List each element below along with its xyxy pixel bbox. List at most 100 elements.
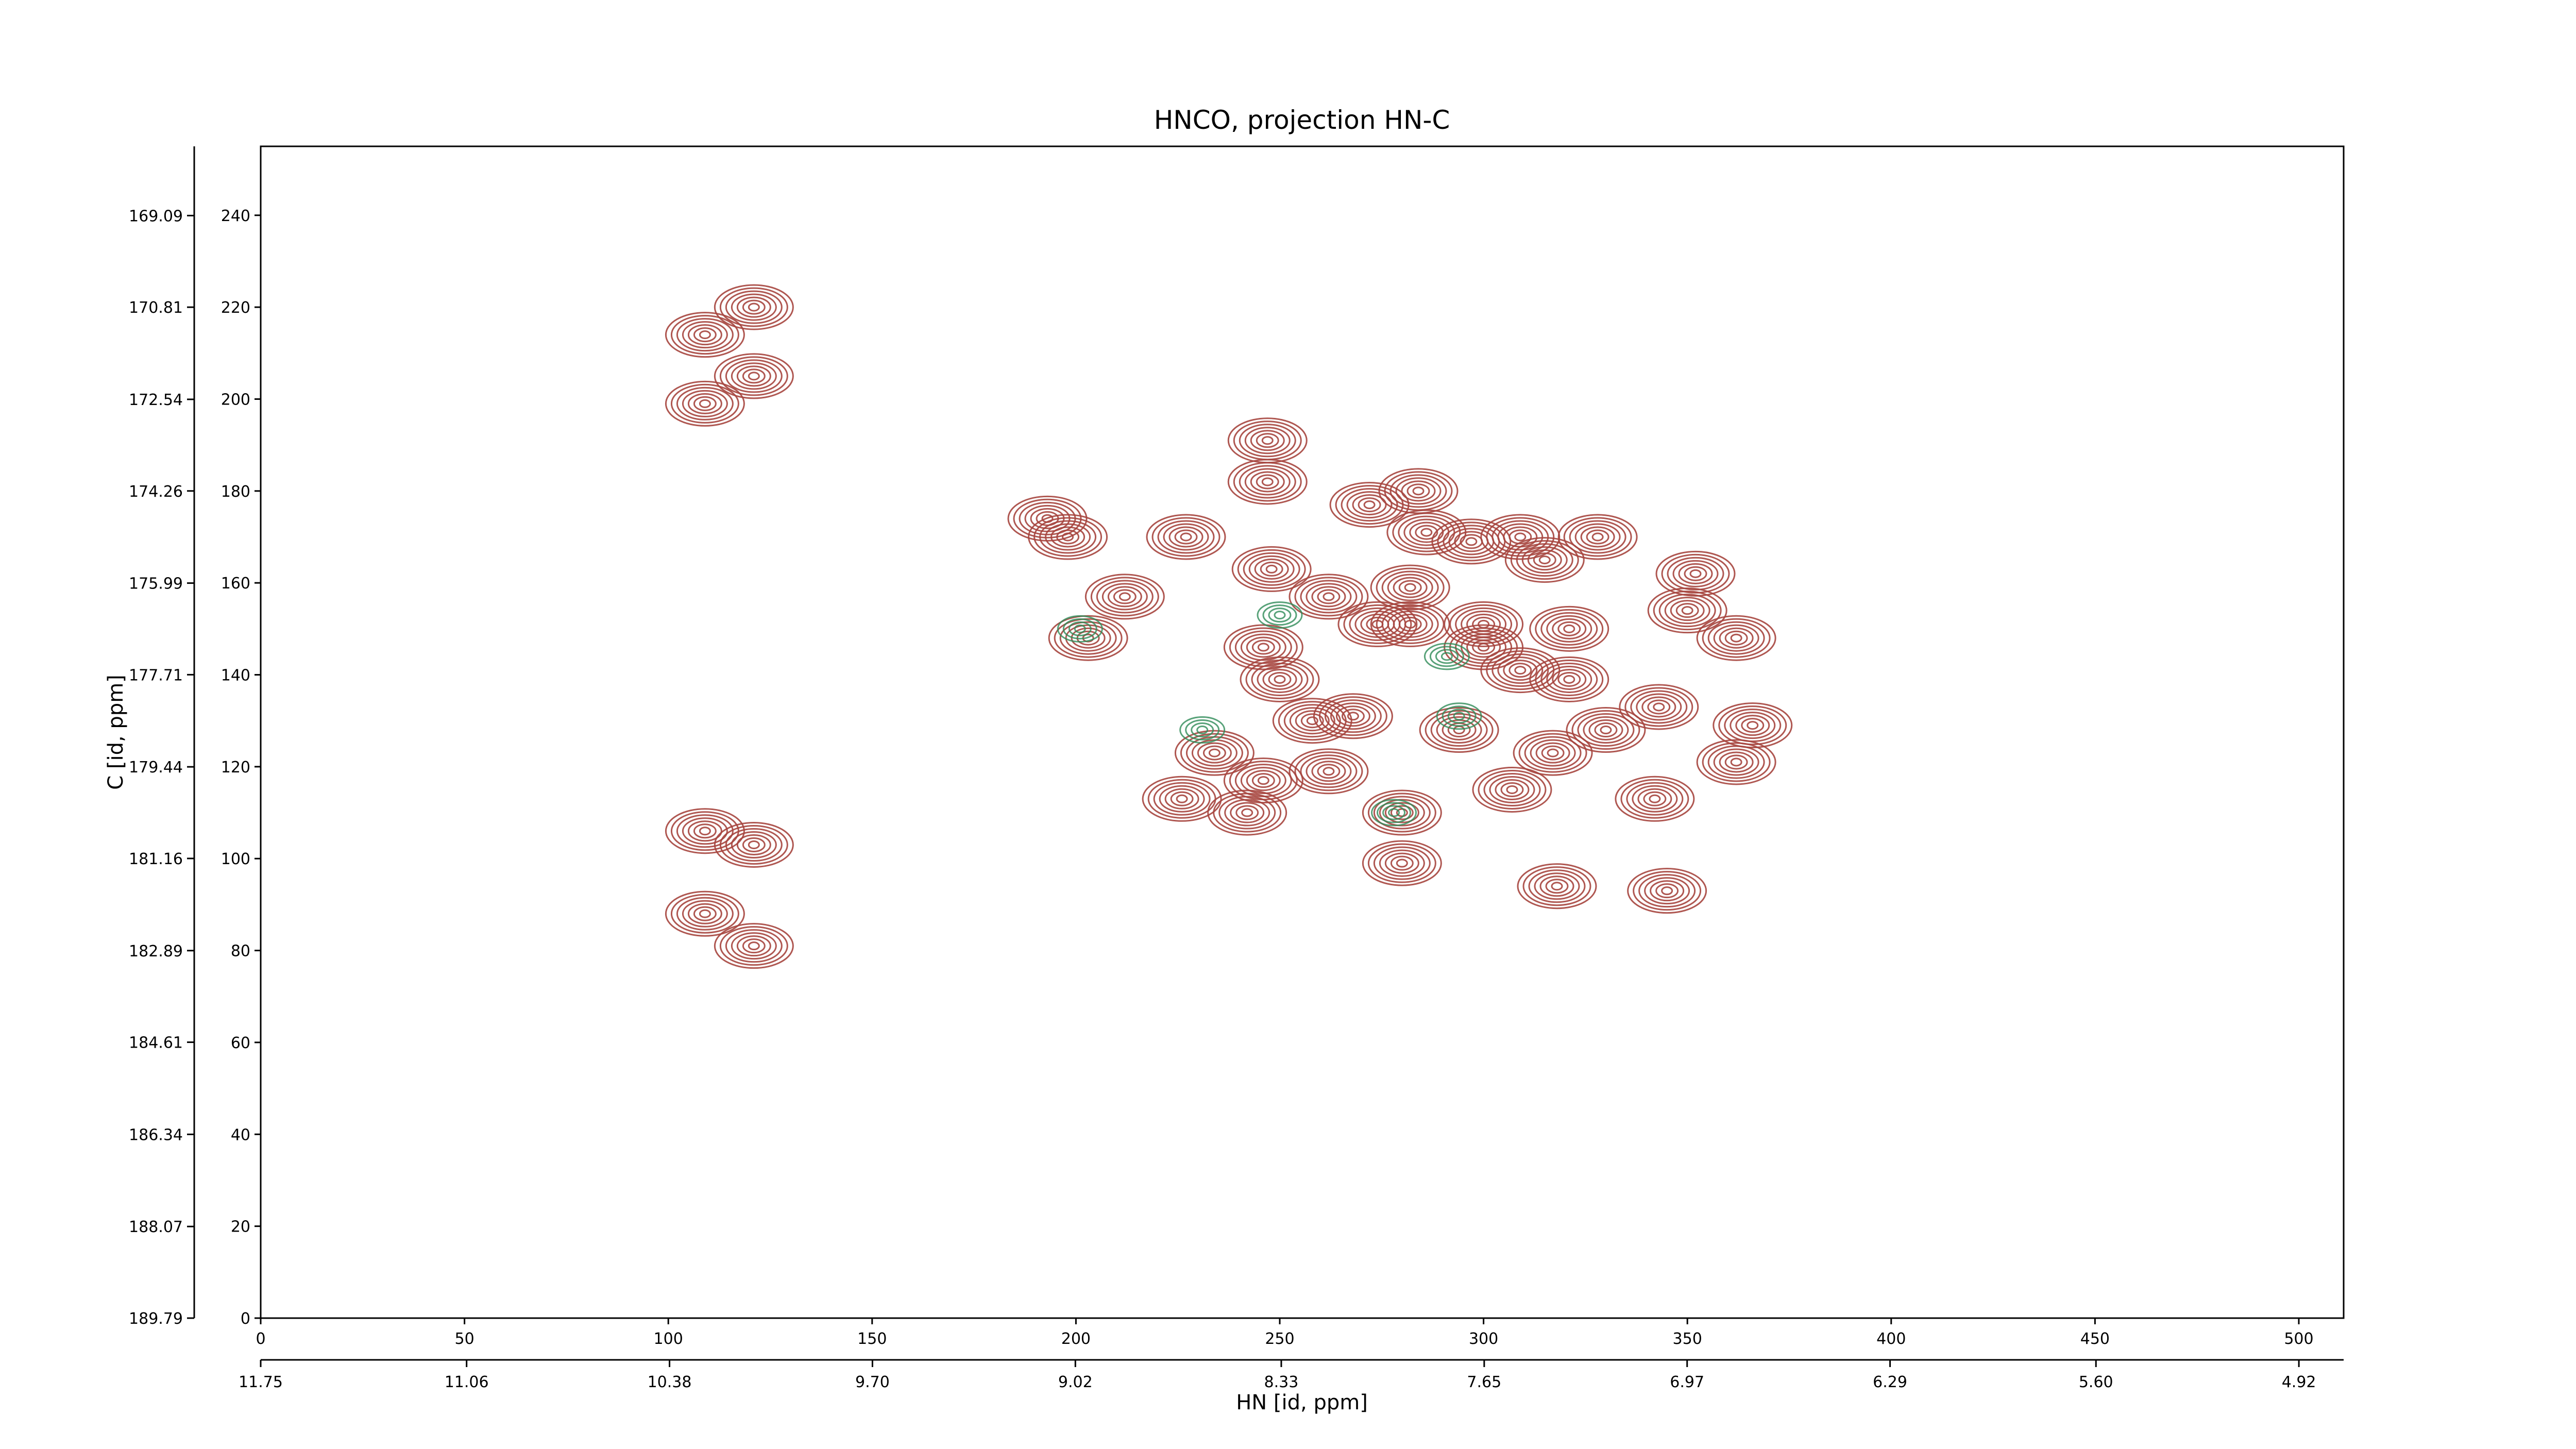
peak-contour (1529, 656, 1609, 702)
y-tick-label: 0 (241, 1310, 250, 1328)
peak-contour (1084, 574, 1165, 620)
peak-contour (714, 923, 794, 969)
x-tick-label: 300 (1469, 1330, 1498, 1348)
peak-contour (1472, 767, 1552, 813)
peak-contour (1480, 647, 1561, 694)
peak-contour (1423, 643, 1470, 670)
y2-tick-label: 170.81 (129, 299, 183, 317)
peak-contour (1207, 789, 1287, 836)
x-tick-label: 250 (1265, 1330, 1294, 1348)
y2-tick-label: 174.26 (129, 483, 183, 501)
x-tick-label: 500 (2284, 1330, 2313, 1348)
peak-contour (1313, 693, 1393, 739)
y-tick-label: 180 (221, 483, 250, 501)
y2-tick-label: 172.54 (129, 391, 183, 409)
peak-contour (1057, 615, 1103, 643)
peak-contour (1362, 789, 1442, 836)
x-tick-label: 150 (857, 1330, 887, 1348)
peak-contour (1529, 605, 1609, 652)
x-tick-label: 450 (2080, 1330, 2110, 1348)
y2-tick-label: 188.07 (129, 1218, 183, 1236)
peak-contour (1362, 840, 1442, 886)
peak-contour (1480, 514, 1561, 560)
y-tick-label: 140 (221, 667, 250, 685)
peak-contour (1227, 459, 1308, 505)
peak-contour (1378, 468, 1459, 514)
peak-contour (1174, 730, 1255, 776)
peak-contour (1696, 739, 1776, 785)
peak-contour (1436, 702, 1482, 730)
x2-tick-label: 4.92 (2282, 1373, 2316, 1391)
peak-contour (1627, 868, 1707, 914)
peak-contour (1227, 417, 1308, 464)
peak-contour (1223, 624, 1303, 670)
y-tick-label: 120 (221, 759, 250, 777)
x2-tick-label: 5.60 (2079, 1373, 2113, 1391)
x-tick-label: 0 (256, 1330, 265, 1348)
plot-frame (260, 145, 2345, 1319)
peak-contour (665, 380, 745, 427)
peak-contour (1370, 601, 1450, 647)
y-tick-label: 220 (221, 299, 250, 317)
peak-contour (1444, 601, 1524, 647)
x2-tick-label: 11.75 (239, 1373, 283, 1391)
peak-contour (1647, 587, 1727, 634)
peak-contour (1257, 601, 1303, 629)
peak-contour (1146, 514, 1226, 560)
peak-contour (1566, 707, 1646, 753)
peak-contour (714, 353, 794, 399)
peak-contour (1655, 550, 1736, 597)
peak-contour (1419, 707, 1499, 753)
y-axis-label: C [id, ppm] (104, 675, 128, 790)
y-tick-label: 60 (231, 1034, 250, 1052)
y-tick-label: 40 (231, 1126, 250, 1144)
peak-contour (1557, 514, 1638, 560)
peak-contour (665, 312, 745, 358)
x2-tick-label: 8.33 (1264, 1373, 1299, 1391)
peak-contour (1713, 702, 1793, 749)
y2-tick-label: 182.89 (129, 942, 183, 961)
peak-contour (1142, 776, 1222, 822)
peak-contour (1619, 684, 1699, 730)
x-tick-label: 350 (1673, 1330, 1702, 1348)
peak-contour (1370, 564, 1450, 611)
peak-contour (1504, 537, 1585, 583)
peak-contour (1444, 624, 1524, 670)
x-tick-label: 400 (1876, 1330, 1906, 1348)
peak-contour (1386, 509, 1467, 555)
x-tick-label: 100 (654, 1330, 683, 1348)
y-tick-label: 100 (221, 850, 250, 868)
y-tick-label: 200 (221, 391, 250, 409)
y2-tick-label: 179.44 (129, 759, 183, 777)
peak-contour (714, 284, 794, 330)
peak-contour (1028, 514, 1108, 560)
x2-tick-label: 9.02 (1058, 1373, 1093, 1391)
peak-contour (1289, 574, 1369, 620)
peak-contour (1272, 698, 1352, 744)
y2-tick-label: 184.61 (129, 1034, 183, 1052)
peak-contour (1240, 656, 1320, 702)
x-tick-label: 50 (455, 1330, 474, 1348)
x2-tick-label: 10.38 (648, 1373, 692, 1391)
x-axis-label: HN [id, ppm] (1236, 1391, 1368, 1414)
peak-contour (1696, 615, 1776, 661)
peak-contour (1513, 730, 1593, 776)
x2-tick-label: 6.97 (1670, 1373, 1704, 1391)
peak-contour (1231, 546, 1312, 592)
peak-contour (1615, 776, 1695, 822)
peak-contour (1517, 863, 1597, 909)
y2-tick-label: 186.34 (129, 1126, 183, 1144)
y-tick-label: 240 (221, 207, 250, 225)
peak-contour (1371, 799, 1417, 827)
peak-contour (1048, 615, 1128, 661)
x2-tick-label: 11.06 (445, 1373, 489, 1391)
y2-tick-label: 177.71 (129, 666, 183, 684)
y2-tick-label: 189.79 (129, 1310, 183, 1328)
y-tick-label: 80 (231, 942, 250, 961)
peak-contour (1223, 757, 1303, 804)
y2-tick-label: 169.09 (129, 207, 183, 225)
y2-tick-label: 175.99 (129, 575, 183, 593)
peak-contour (1179, 716, 1226, 744)
